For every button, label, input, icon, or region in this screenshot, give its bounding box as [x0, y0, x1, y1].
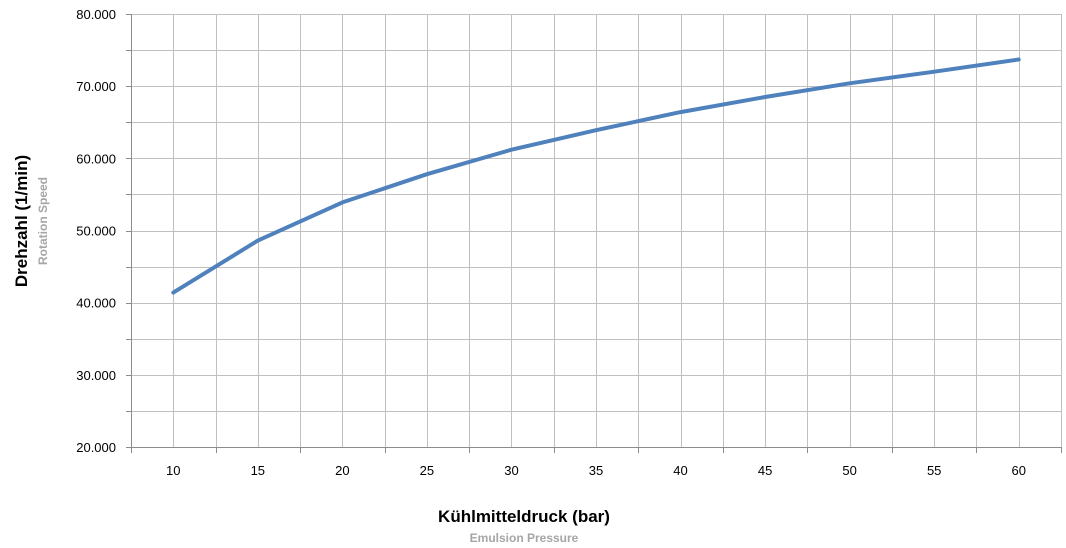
- x-tick-label: 25: [420, 463, 434, 478]
- tick-labels: 20.000 30.000 40.000 50.000 60.000 70.000 80.0…: [76, 7, 1026, 478]
- x-tick-label: 55: [927, 463, 941, 478]
- x-tick-label: 50: [842, 463, 856, 478]
- series: [171, 57, 1021, 295]
- y-tick-label: 40.000: [76, 296, 116, 311]
- x-tick-label: 20: [335, 463, 349, 478]
- x-tick-label: 35: [589, 463, 603, 478]
- y-tick-label: 30.000: [76, 368, 116, 383]
- x-tick-label: 15: [251, 463, 265, 478]
- series-line: [171, 57, 1021, 295]
- x-axis-subtitle: Emulsion Pressure: [470, 531, 579, 545]
- x-tick-label: 10: [166, 463, 180, 478]
- y-tick-label: 70.000: [76, 79, 116, 94]
- y-axis-title: Drehzahl (1/min): [12, 155, 31, 287]
- x-tick-label: 60: [1011, 463, 1025, 478]
- axes: [126, 14, 1062, 453]
- y-tick-label: 50.000: [76, 224, 116, 239]
- x-axis-title: Kühlmitteldruck (bar): [438, 507, 610, 526]
- x-tick-label: 45: [758, 463, 772, 478]
- y-tick-label: 60.000: [76, 151, 116, 166]
- y-tick-label: 80.000: [76, 7, 116, 22]
- y-tick-label: 20.000: [76, 440, 116, 455]
- gridlines: [131, 14, 1062, 448]
- y-axis-subtitle: Rotation Speed: [36, 177, 50, 265]
- x-tick-label: 30: [504, 463, 518, 478]
- x-tick-label: 40: [673, 463, 687, 478]
